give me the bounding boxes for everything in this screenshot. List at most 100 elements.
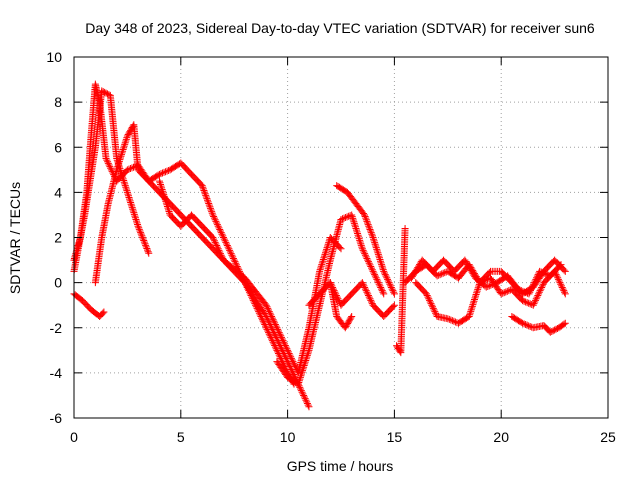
data-point [208,208,216,216]
data-point [466,265,474,273]
data-point [320,254,328,262]
data-point [536,267,544,275]
data-point [106,163,114,171]
data-point [535,288,543,296]
data-point [376,255,384,263]
data-point [523,321,531,329]
data-point [275,329,283,337]
data-point [140,238,148,246]
data-point [364,292,372,300]
data-point [264,304,272,312]
data-point [159,189,167,197]
data-point [467,307,475,315]
data-point [532,296,540,304]
y-tick-label: -2 [50,320,63,336]
data-point [365,224,373,232]
data-point [408,273,416,281]
data-point [211,216,219,224]
data-point [339,215,347,223]
data-point [103,156,111,164]
data-point [139,235,147,243]
data-point [143,245,151,253]
data-point [213,243,221,251]
data-point [99,309,107,317]
data-point [350,219,358,227]
data-point [220,234,228,241]
data-point [355,233,363,241]
data-point [372,274,380,282]
data-point [351,223,359,231]
data-point [130,209,138,217]
chart-title: Day 348 of 2023, Sidereal Day-to-day VTE… [85,20,595,36]
data-point [300,391,308,399]
data-point [410,270,418,278]
data-point [126,165,134,173]
data-point [323,245,331,253]
data-point [140,237,148,245]
data-points [70,80,569,411]
data-point [530,279,538,287]
data-point [263,303,271,311]
y-axis-label: SDTVAR / TECUs [7,182,23,294]
data-point [435,271,443,279]
data-point [350,218,358,226]
data-point [120,144,128,152]
data-point [213,219,221,227]
data-point [202,191,210,199]
data-point [375,252,383,260]
data-point [206,204,214,212]
data-point [262,301,270,309]
data-point [357,241,365,249]
data-point [390,301,398,309]
data-point [225,245,233,253]
data-point [358,243,366,251]
data-point [130,210,138,218]
data-point [527,285,535,293]
data-point [271,321,279,329]
data-point [414,264,422,272]
data-point [298,388,306,396]
data-point [380,267,388,275]
data-point [137,229,145,237]
data-point [377,259,385,267]
data-point [297,370,305,378]
data-point [212,217,220,225]
x-tick-label: 15 [387,429,403,445]
data-point [128,202,136,210]
data-point [137,230,145,238]
data-point [360,211,368,219]
data-point [463,259,471,267]
data-point [473,287,481,295]
data-point [135,224,143,232]
data-point [299,365,307,373]
data-point [514,285,522,293]
data-point [274,327,282,335]
data-point [132,217,140,225]
data-point [295,377,303,385]
data-point [129,205,137,213]
data-point [163,202,171,210]
data-point [519,297,527,305]
data-point [525,290,533,298]
data-point [362,287,370,295]
data-point [210,214,218,222]
data-point [554,274,562,282]
data-point [229,254,237,262]
data-point [412,267,420,275]
data-point [530,300,538,308]
data-point [388,285,396,293]
data-point [387,282,395,290]
data-point [216,248,224,256]
data-point [304,350,312,358]
data-point [290,370,298,378]
data-point [415,262,423,270]
data-point [287,354,295,362]
data-point [423,292,431,300]
data-point [319,257,327,265]
data-point [317,264,325,272]
data-point [296,373,304,381]
data-point [205,201,213,209]
data-point [363,288,371,296]
y-tick-label: 0 [54,275,62,291]
series-track-e [155,177,345,377]
